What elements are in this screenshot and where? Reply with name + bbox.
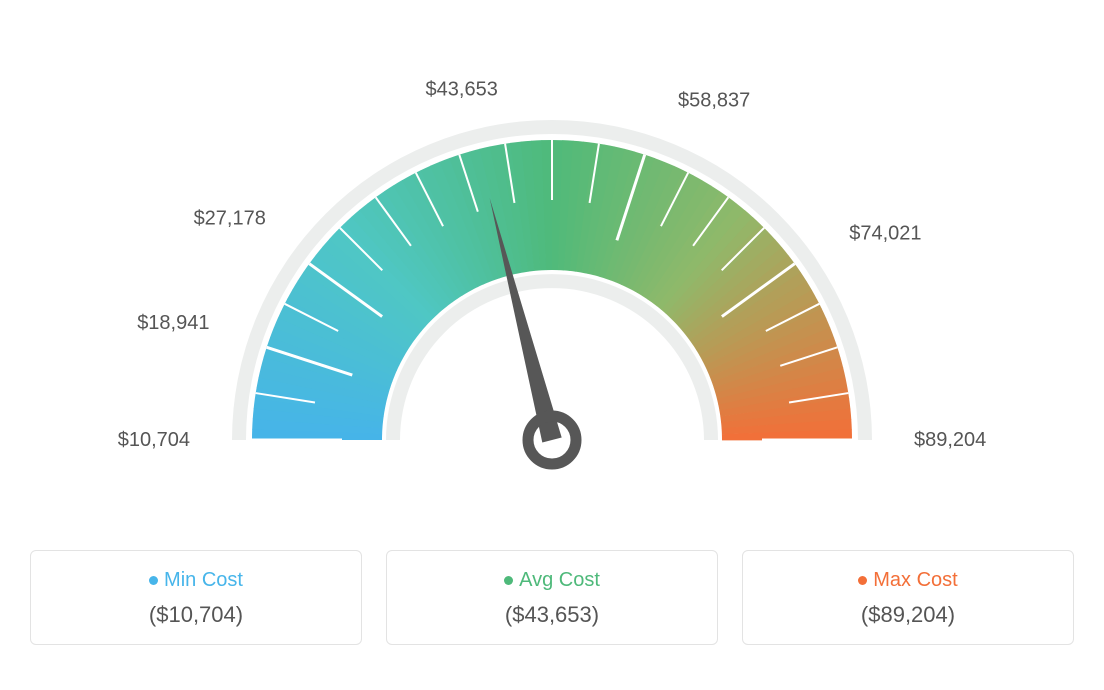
legend-card-max: Max Cost ($89,204) <box>742 550 1074 645</box>
legend-label-max: Max Cost <box>753 569 1063 592</box>
legend-value-avg: ($43,653) <box>397 602 707 628</box>
legend-label-avg-text: Avg Cost <box>519 569 600 591</box>
legend-label-min: Min Cost <box>41 569 351 592</box>
legend-dot-min <box>149 576 158 585</box>
gauge-chart: $10,704 $18,941 $27,178 $43,653 $58,837 $74,0… <box>30 20 1074 540</box>
gauge-tick-label: $58,837 <box>678 90 750 112</box>
legend-label-min-text: Min Cost <box>164 569 243 591</box>
gauge-tick-label: $74,021 <box>849 222 921 244</box>
gauge-tick-label: $89,204 <box>914 429 986 451</box>
legend-row: Min Cost ($10,704) Avg Cost ($43,653) Ma… <box>30 550 1074 645</box>
legend-dot-avg <box>504 576 513 585</box>
gauge-tick-label: $10,704 <box>118 429 190 451</box>
legend-card-min: Min Cost ($10,704) <box>30 550 362 645</box>
legend-dot-max <box>858 576 867 585</box>
gauge-tick-label: $18,941 <box>137 312 209 334</box>
gauge-svg: $10,704 $18,941 $27,178 $43,653 $58,837 $74,0… <box>32 20 1072 520</box>
gauge-tick-label: $43,653 <box>426 78 498 100</box>
legend-label-max-text: Max Cost <box>873 569 957 591</box>
legend-card-avg: Avg Cost ($43,653) <box>386 550 718 645</box>
legend-value-max: ($89,204) <box>753 602 1063 628</box>
legend-value-min: ($10,704) <box>41 602 351 628</box>
gauge-tick-label: $27,178 <box>194 207 266 229</box>
legend-label-avg: Avg Cost <box>397 569 707 592</box>
